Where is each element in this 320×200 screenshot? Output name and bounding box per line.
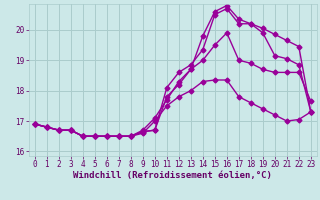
X-axis label: Windchill (Refroidissement éolien,°C): Windchill (Refroidissement éolien,°C) [73,171,272,180]
